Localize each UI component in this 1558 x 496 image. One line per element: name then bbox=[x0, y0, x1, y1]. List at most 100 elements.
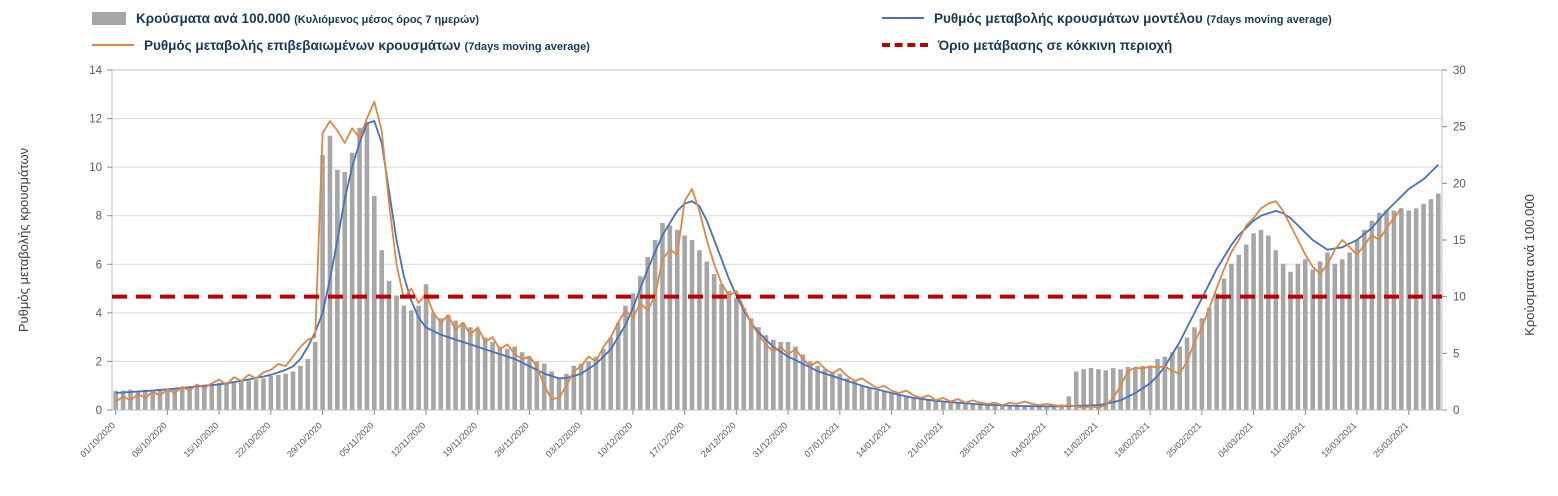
bar bbox=[357, 127, 362, 411]
legend-item-red-threshold: Όριο μετάβασης σε κόκκινη περιοχή bbox=[882, 35, 1528, 55]
bar bbox=[1273, 250, 1279, 410]
bar bbox=[1369, 220, 1375, 410]
bar bbox=[209, 385, 215, 410]
bar bbox=[445, 314, 451, 410]
bar bbox=[1170, 352, 1175, 410]
left-tick-label: 2 bbox=[96, 356, 102, 368]
bar bbox=[615, 322, 621, 410]
x-tick-label: 03/12/2020 bbox=[544, 420, 583, 459]
bar bbox=[940, 400, 946, 410]
x-tick-label: 28/01/2021 bbox=[957, 420, 996, 459]
right-tick-label: 25 bbox=[1453, 122, 1466, 134]
bar bbox=[1362, 229, 1367, 410]
bar bbox=[1428, 199, 1434, 410]
x-tick-label: 10/12/2020 bbox=[595, 420, 634, 459]
bar bbox=[771, 339, 776, 410]
bar bbox=[1236, 254, 1242, 410]
legend-label-red-threshold: Όριο μετάβασης σε κόκκινη περιοχή bbox=[938, 37, 1173, 53]
bar bbox=[1391, 210, 1397, 410]
bar bbox=[216, 382, 222, 410]
x-tick-label: 25/02/2021 bbox=[1164, 420, 1203, 459]
x-tick-label: 11/02/2021 bbox=[1061, 420, 1099, 458]
bar bbox=[172, 388, 178, 410]
bar bbox=[1332, 263, 1338, 410]
bar bbox=[194, 386, 200, 410]
bar bbox=[202, 386, 207, 410]
x-tick-label: 19/11/2020 bbox=[441, 420, 479, 458]
bar bbox=[697, 250, 702, 410]
red-dashed-line-icon bbox=[882, 43, 928, 47]
bar bbox=[1229, 263, 1234, 410]
bar bbox=[335, 169, 340, 410]
bar bbox=[1066, 396, 1072, 410]
bar bbox=[1037, 405, 1042, 410]
bar bbox=[150, 389, 155, 410]
bar bbox=[756, 327, 761, 410]
right-tick-label: 10 bbox=[1453, 292, 1466, 304]
bar bbox=[497, 346, 503, 410]
bar bbox=[1192, 327, 1197, 410]
bar bbox=[985, 404, 990, 410]
left-tick-label: 8 bbox=[96, 211, 102, 223]
bar bbox=[807, 361, 813, 410]
bar bbox=[1014, 405, 1020, 410]
left-tick-label: 4 bbox=[96, 308, 103, 320]
bar bbox=[852, 380, 857, 410]
bar bbox=[667, 225, 673, 410]
bar bbox=[638, 276, 643, 410]
bar bbox=[645, 257, 650, 410]
bar bbox=[815, 365, 820, 410]
bar bbox=[785, 342, 791, 410]
bar bbox=[1280, 263, 1286, 410]
bar bbox=[305, 359, 311, 410]
x-tick-label: 17/12/2020 bbox=[647, 420, 686, 459]
bar bbox=[955, 403, 961, 410]
bar bbox=[1118, 369, 1123, 410]
right-tick-label: 5 bbox=[1453, 348, 1459, 360]
bar bbox=[401, 305, 407, 410]
bar bbox=[1133, 368, 1138, 410]
x-tick-label: 29/10/2020 bbox=[285, 420, 324, 459]
bar bbox=[1096, 369, 1101, 410]
legend-label-model-rate: Ρυθμός μεταβολής κρουσμάτων μοντέλου (7d… bbox=[934, 10, 1332, 26]
bar bbox=[1317, 261, 1323, 410]
bar bbox=[1162, 356, 1168, 410]
bar bbox=[372, 195, 377, 410]
bar bbox=[593, 356, 599, 410]
bar bbox=[881, 391, 887, 410]
bar bbox=[977, 404, 983, 410]
bar bbox=[1125, 366, 1131, 410]
bar bbox=[874, 390, 880, 410]
bar bbox=[556, 378, 562, 410]
bar bbox=[142, 389, 148, 410]
bar bbox=[327, 135, 333, 410]
x-axis-ticks: 01/10/2020 08/10/2020 15/10/2020 22/10/2020… bbox=[78, 410, 1410, 459]
confirmed-line bbox=[115, 100, 1403, 409]
gridlines bbox=[112, 69, 1442, 411]
x-tick-label: 08/10/2020 bbox=[130, 420, 169, 459]
bar bbox=[748, 318, 754, 410]
x-tick-label: 11/03/2021 bbox=[1268, 420, 1306, 458]
bar bbox=[859, 386, 865, 410]
bar bbox=[741, 308, 747, 410]
bar bbox=[1088, 368, 1094, 410]
x-tick-label: 18/03/2021 bbox=[1320, 420, 1359, 459]
left-tick-label: 6 bbox=[96, 259, 102, 271]
bar bbox=[778, 342, 783, 410]
bar bbox=[519, 352, 525, 410]
orange-line-icon bbox=[92, 43, 134, 47]
x-tick-label: 01/10/2020 bbox=[78, 420, 117, 459]
right-tick-label: 0 bbox=[1453, 405, 1459, 417]
bar bbox=[904, 396, 909, 410]
bar bbox=[608, 337, 614, 410]
left-axis-ticks: 0 2 4 6 8 10 12 14 bbox=[89, 65, 112, 417]
bar bbox=[564, 373, 569, 410]
bar bbox=[468, 327, 473, 410]
x-tick-label: 26/11/2020 bbox=[492, 420, 530, 458]
left-tick-label: 12 bbox=[89, 114, 102, 126]
bar bbox=[1266, 235, 1271, 410]
bar bbox=[120, 390, 126, 410]
bar bbox=[844, 378, 850, 410]
bar bbox=[896, 395, 902, 410]
